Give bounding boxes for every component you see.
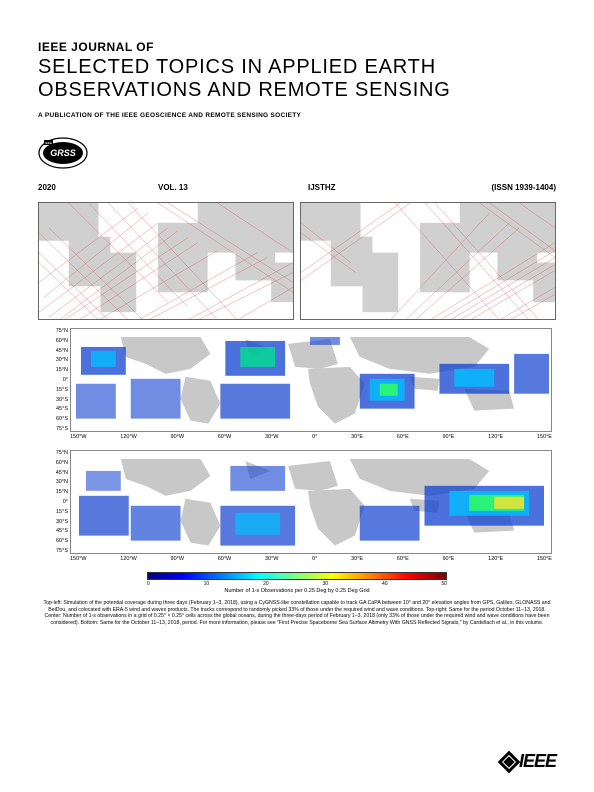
ieee-logo: IEEE	[501, 751, 556, 772]
colorbar: 0 10 20 30 40 50 Number of 1-s Observati…	[147, 572, 447, 594]
year: 2020	[38, 183, 158, 192]
svg-text:GRSS: GRSS	[50, 148, 76, 158]
colorbar-label: Number of 1-s Observations per 0.25 Deg …	[147, 588, 447, 594]
meta-row: 2020 VOL. 13 IJSTHZ (ISSN 1939-1404)	[38, 183, 556, 192]
colorbar-ticks: 0 10 20 30 40 50	[147, 581, 447, 587]
x-axis-labels: 150°W 120°W 90°W 60°W 30°W 0° 30°E 60°E …	[70, 434, 552, 446]
top-maps-row	[38, 202, 556, 320]
figure-caption: Top-left: Simulation of the potential co…	[38, 600, 556, 626]
top-map-right	[300, 202, 556, 320]
svg-text:IEEE: IEEE	[45, 141, 52, 145]
grss-logo: GRSS IEEE	[38, 137, 88, 169]
top-map-left	[38, 202, 294, 320]
x-axis-labels: 150°W 120°W 90°W 60°W 30°W 0° 30°E 60°E …	[70, 556, 552, 568]
y-axis-labels: 75°N 60°N 45°N 30°N 15°N 0° 15°S 30°S 45…	[38, 328, 68, 432]
volume: VOL. 13	[158, 183, 308, 192]
y-axis-labels: 75°N 60°N 45°N 30°N 15°N 0° 15°S 30°S 45…	[38, 450, 68, 554]
journal-subtitle: A PUBLICATION OF THE IEEE GEOSCIENCE AND…	[38, 112, 556, 119]
ieee-diamond-icon	[498, 750, 521, 773]
figure: 75°N 60°N 45°N 30°N 15°N 0° 15°S 30°S 45…	[38, 202, 556, 626]
world-map-center: 75°N 60°N 45°N 30°N 15°N 0° 15°S 30°S 45…	[38, 326, 556, 446]
world-map-bottom: 75°N 60°N 45°N 30°N 15°N 0° 15°S 30°S 45…	[38, 448, 556, 568]
issn: (ISSN 1939-1404)	[438, 183, 556, 192]
code: IJSTHZ	[308, 183, 438, 192]
journal-title: SELECTED TOPICS IN APPLIED EARTH OBSERVA…	[38, 56, 556, 102]
journal-prefix: IEEE JOURNAL OF	[38, 40, 556, 54]
